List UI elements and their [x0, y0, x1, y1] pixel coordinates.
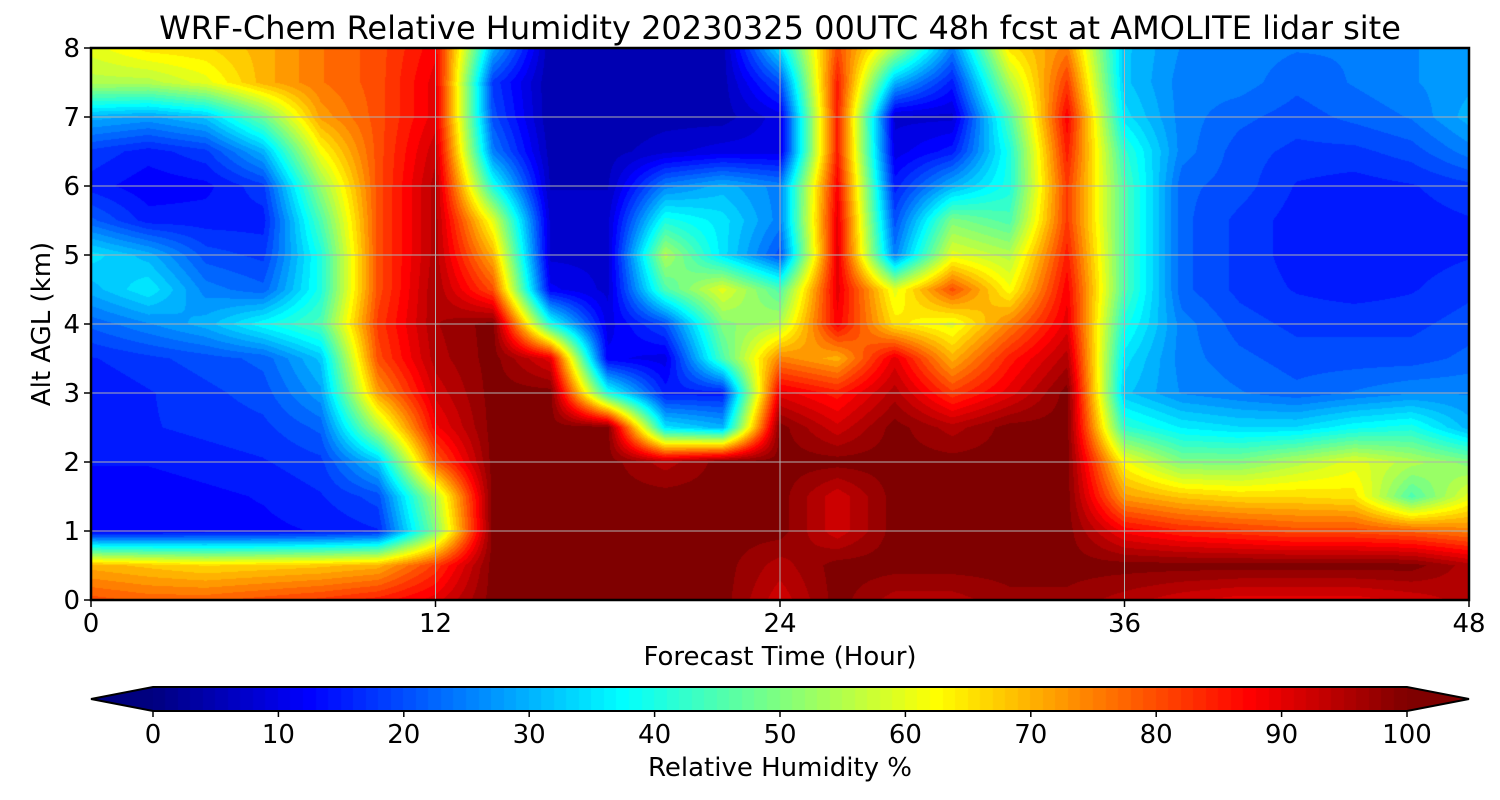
colorbar-tick-label: 50	[763, 720, 796, 750]
y-tick-label: 3	[63, 379, 80, 409]
colorbar-label: Relative Humidity %	[648, 753, 912, 783]
x-axis-label: Forecast Time (Hour)	[643, 642, 916, 672]
y-tick-label: 5	[63, 241, 80, 271]
y-axis-label: Alt AGL (km)	[27, 242, 57, 406]
colorbar-tick-label: 10	[262, 720, 295, 750]
chart-title: WRF-Chem Relative Humidity 20230325 00UT…	[159, 9, 1401, 47]
colorbar-ticks: 0 10 20 30 40 50 60 70 80 90 100	[145, 711, 1432, 750]
y-tick-label: 6	[63, 172, 80, 202]
x-tick-label: 36	[1108, 609, 1141, 639]
colorbar: 0 10 20 30 40 50 60 70 80 90 100 Relative Humidity…	[90, 686, 1470, 783]
x-tick-label: 12	[419, 609, 452, 639]
y-axis-ticks: 0 1 2 3 4 5 6 7 8	[63, 34, 91, 616]
y-tick-label: 4	[63, 310, 80, 340]
colorbar-tick-label: 80	[1140, 720, 1173, 750]
y-tick-label: 0	[63, 586, 80, 616]
x-tick-label: 48	[1452, 609, 1485, 639]
colorbar-tick-label: 90	[1265, 720, 1298, 750]
colorbar-tick-label: 40	[638, 720, 671, 750]
colorbar-over-extension	[1407, 687, 1469, 711]
y-tick-label: 2	[63, 448, 80, 478]
x-tick-label: 24	[763, 609, 796, 639]
grid-lines	[91, 48, 1469, 600]
colorbar-under-extension	[91, 687, 153, 711]
colorbar-canvas	[153, 687, 1407, 711]
colorbar-tick-label: 70	[1014, 720, 1047, 750]
x-axis-ticks: 0 12 24 36 48	[83, 600, 1486, 639]
colorbar-tick-label: 100	[1382, 720, 1432, 750]
colorbar-tick-label: 30	[513, 720, 546, 750]
colorbar-gradient	[153, 687, 1407, 711]
colorbar-tick-label: 20	[387, 720, 420, 750]
y-tick-label: 7	[63, 103, 80, 133]
x-tick-label: 0	[83, 609, 100, 639]
y-tick-label: 1	[63, 517, 80, 547]
colorbar-tick-label: 0	[145, 720, 162, 750]
y-tick-label: 8	[63, 34, 80, 64]
colorbar-tick-label: 60	[889, 720, 922, 750]
